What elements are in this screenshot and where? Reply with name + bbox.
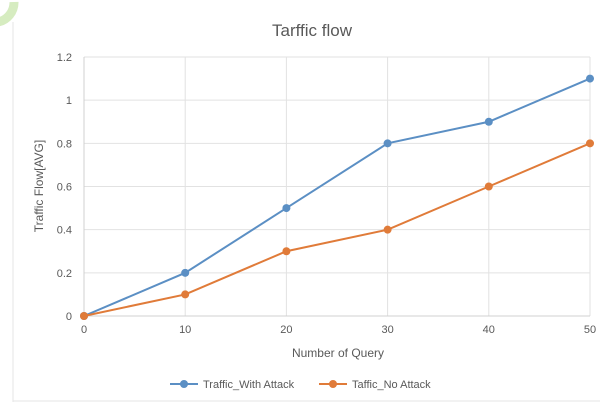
x-tick-label: 30 bbox=[381, 324, 393, 336]
y-axis-title: Traffic Flow[AVG] bbox=[32, 140, 46, 232]
data-point bbox=[383, 225, 392, 234]
series-2 bbox=[80, 139, 594, 320]
data-point bbox=[282, 204, 291, 213]
x-tick-label: 0 bbox=[81, 324, 87, 336]
legend: Traffic_With Attack Taffic_No Attack bbox=[170, 379, 431, 391]
legend-label: Traffic_With Attack bbox=[203, 379, 295, 391]
series-line bbox=[83, 77, 591, 317]
data-point bbox=[282, 247, 291, 256]
data-point bbox=[80, 312, 88, 320]
legend-item: Traffic_With Attack bbox=[170, 379, 295, 391]
chart-title: Tarffic flow bbox=[272, 21, 353, 40]
legend-marker bbox=[180, 380, 188, 388]
data-point bbox=[383, 139, 392, 148]
y-tick-label: 0.2 bbox=[57, 268, 72, 280]
y-tick-label: 0.6 bbox=[57, 182, 72, 194]
y-tick-label: 1 bbox=[66, 95, 72, 107]
gridlines bbox=[84, 56, 591, 316]
data-point bbox=[181, 268, 190, 277]
series-layer bbox=[80, 74, 594, 320]
legend-marker bbox=[329, 380, 337, 388]
data-point bbox=[181, 290, 190, 299]
data-point bbox=[586, 139, 594, 148]
data-point bbox=[484, 182, 493, 191]
axes: 0 0.2 0.4 0.6 0.8 1 1.2 0 10 20 30 40 50 bbox=[57, 52, 596, 336]
corner-decoration bbox=[0, 1, 19, 27]
series-1 bbox=[80, 74, 594, 320]
legend-label: Taffic_No Attack bbox=[352, 379, 431, 391]
x-axis-title: Number of Query bbox=[292, 346, 384, 360]
y-tick-label: 0.4 bbox=[57, 225, 72, 237]
y-tick-label: 0.8 bbox=[57, 138, 72, 150]
series-line bbox=[83, 142, 591, 317]
x-tick-label: 50 bbox=[584, 324, 596, 336]
data-point bbox=[586, 74, 594, 83]
legend-item: Taffic_No Attack bbox=[319, 379, 431, 391]
x-tick-label: 10 bbox=[179, 324, 191, 336]
data-point bbox=[484, 117, 493, 126]
y-tick-label: 1.2 bbox=[57, 52, 72, 64]
x-tick-label: 20 bbox=[280, 324, 292, 336]
y-tick-label: 0 bbox=[66, 311, 72, 323]
x-tick-label: 40 bbox=[483, 324, 495, 336]
